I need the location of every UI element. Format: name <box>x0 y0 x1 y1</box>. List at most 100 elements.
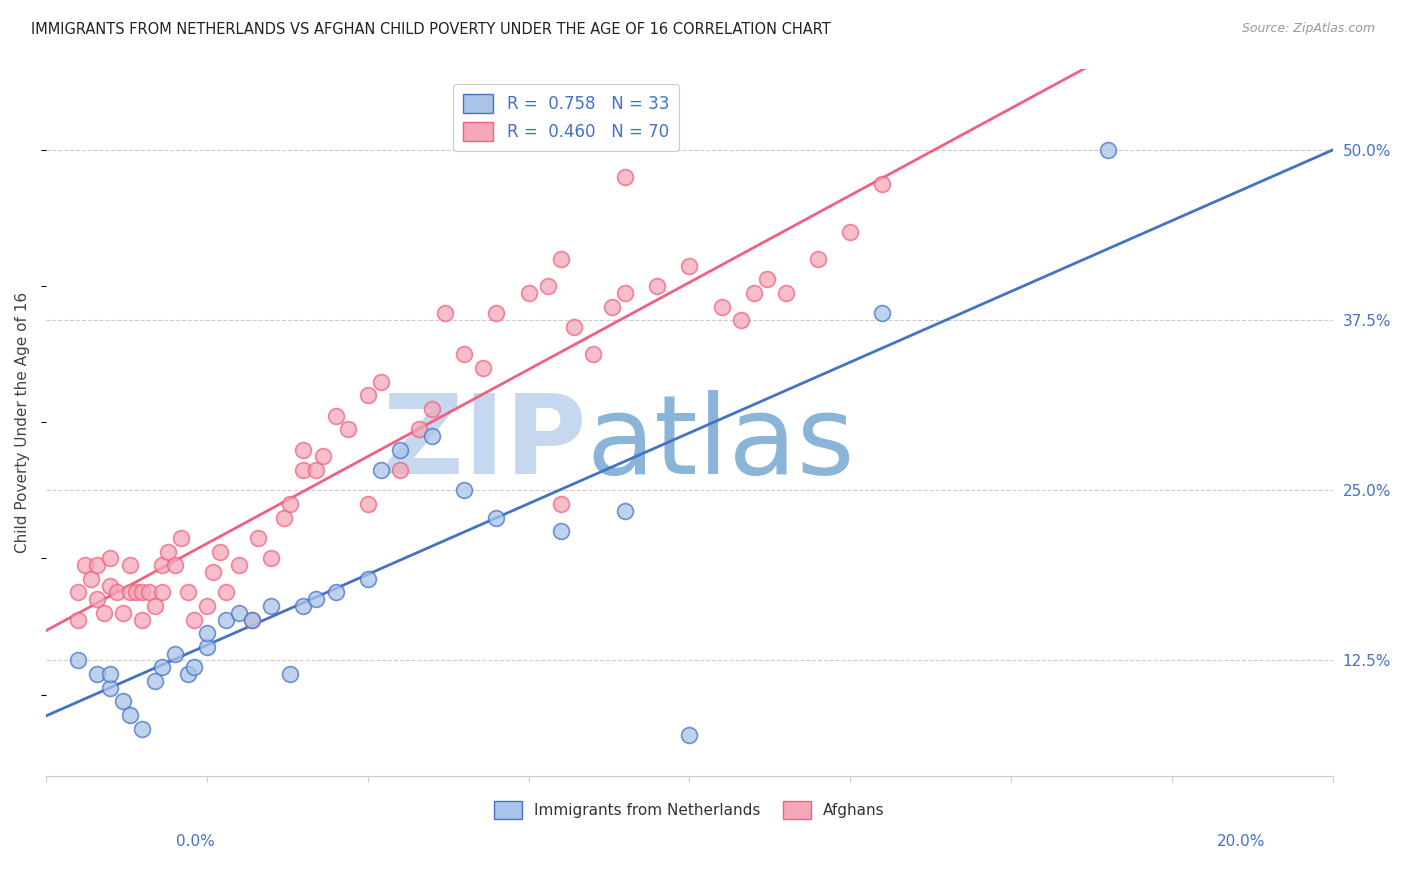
Point <box>337 422 360 436</box>
Point <box>872 306 894 320</box>
Point <box>280 667 302 681</box>
Point <box>485 306 508 320</box>
Point <box>247 531 270 545</box>
Point <box>775 286 797 301</box>
Point <box>150 585 173 599</box>
Point <box>112 694 135 708</box>
Point <box>1097 143 1119 157</box>
Point <box>807 252 830 266</box>
Point <box>195 599 218 613</box>
Point <box>208 544 231 558</box>
Point <box>280 497 302 511</box>
Point <box>240 613 263 627</box>
Point <box>183 613 205 627</box>
Point <box>872 177 894 191</box>
Point <box>163 647 186 661</box>
Point <box>357 497 380 511</box>
Point <box>839 225 862 239</box>
Point <box>86 592 108 607</box>
Text: 0.0%: 0.0% <box>176 834 215 849</box>
Point <box>163 558 186 573</box>
Point <box>93 606 115 620</box>
Point <box>215 585 238 599</box>
Point <box>112 606 135 620</box>
Point <box>420 401 443 416</box>
Point <box>562 320 585 334</box>
Y-axis label: Child Poverty Under the Age of 16: Child Poverty Under the Age of 16 <box>15 292 30 553</box>
Point <box>86 667 108 681</box>
Text: atlas: atlas <box>586 390 855 497</box>
Point <box>614 286 637 301</box>
Point <box>73 558 96 573</box>
Point <box>150 660 173 674</box>
Point <box>370 375 392 389</box>
Point <box>98 579 121 593</box>
Point <box>614 504 637 518</box>
Point <box>292 463 315 477</box>
Point <box>305 463 328 477</box>
Point <box>195 626 218 640</box>
Point <box>195 640 218 654</box>
Point <box>86 558 108 573</box>
Point <box>67 653 90 667</box>
Point <box>600 300 623 314</box>
Text: Source: ZipAtlas.com: Source: ZipAtlas.com <box>1241 22 1375 36</box>
Point <box>143 599 166 613</box>
Text: ZIP: ZIP <box>382 390 586 497</box>
Point <box>325 409 347 423</box>
Point <box>453 483 475 498</box>
Text: 20.0%: 20.0% <box>1218 834 1265 849</box>
Point <box>357 572 380 586</box>
Point <box>433 306 456 320</box>
Point <box>420 429 443 443</box>
Point <box>67 613 90 627</box>
Legend: Immigrants from Netherlands, Afghans: Immigrants from Netherlands, Afghans <box>488 796 890 825</box>
Point <box>453 347 475 361</box>
Point <box>357 388 380 402</box>
Point <box>550 497 572 511</box>
Point <box>388 463 411 477</box>
Point <box>742 286 765 301</box>
Point <box>325 585 347 599</box>
Point <box>228 558 250 573</box>
Point <box>176 667 198 681</box>
Point <box>228 606 250 620</box>
Point <box>138 585 160 599</box>
Point <box>292 442 315 457</box>
Point <box>183 660 205 674</box>
Point <box>98 667 121 681</box>
Point <box>388 442 411 457</box>
Point <box>370 463 392 477</box>
Point <box>408 422 430 436</box>
Point <box>550 252 572 266</box>
Point <box>678 728 700 742</box>
Point <box>202 565 225 579</box>
Point <box>240 613 263 627</box>
Text: IMMIGRANTS FROM NETHERLANDS VS AFGHAN CHILD POVERTY UNDER THE AGE OF 16 CORRELAT: IMMIGRANTS FROM NETHERLANDS VS AFGHAN CH… <box>31 22 831 37</box>
Point <box>118 585 141 599</box>
Point <box>98 551 121 566</box>
Point <box>292 599 315 613</box>
Point <box>118 558 141 573</box>
Point <box>260 599 283 613</box>
Point <box>614 170 637 185</box>
Point <box>260 551 283 566</box>
Point <box>215 613 238 627</box>
Point <box>517 286 540 301</box>
Point <box>582 347 605 361</box>
Point <box>150 558 173 573</box>
Point <box>143 673 166 688</box>
Point <box>98 681 121 695</box>
Point <box>105 585 128 599</box>
Point <box>131 722 153 736</box>
Point <box>125 585 148 599</box>
Point <box>645 279 668 293</box>
Point <box>67 585 90 599</box>
Point <box>755 272 778 286</box>
Point <box>550 524 572 539</box>
Point <box>678 259 700 273</box>
Point <box>131 585 153 599</box>
Point <box>472 360 495 375</box>
Point <box>80 572 103 586</box>
Point <box>273 510 295 524</box>
